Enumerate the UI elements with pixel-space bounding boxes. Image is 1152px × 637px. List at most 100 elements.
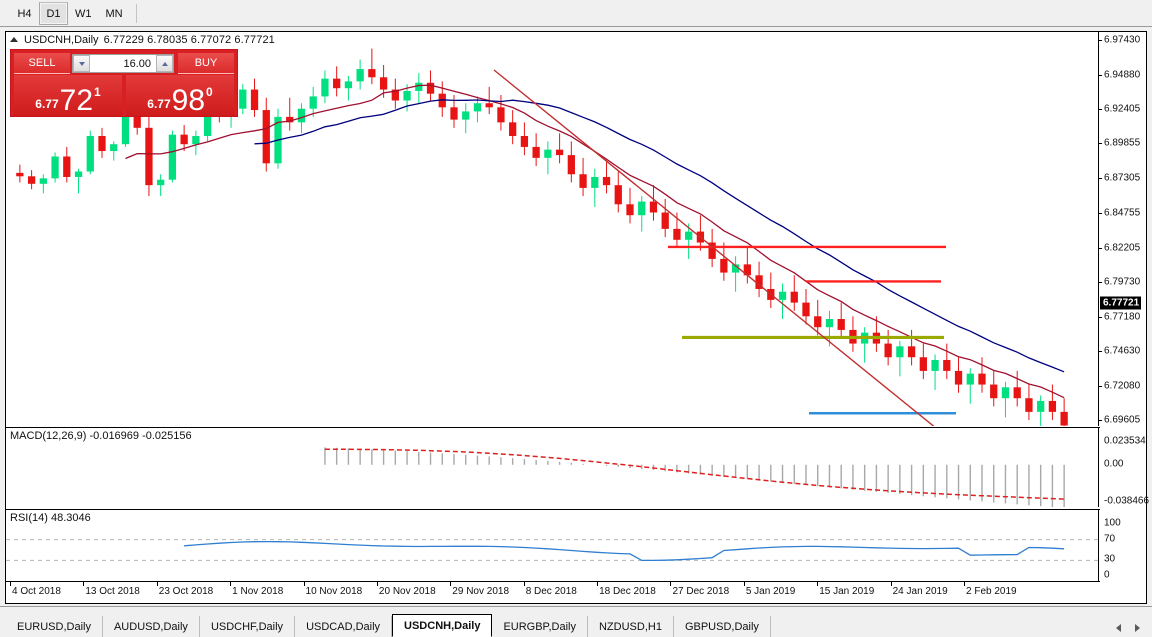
time-tick — [10, 582, 11, 586]
time-tick — [376, 582, 378, 586]
timeframe-mn[interactable]: MN — [105, 7, 123, 20]
timeframe-h4[interactable]: H4 — [17, 7, 32, 20]
macd-tick-label: 0.023534 — [1104, 435, 1146, 447]
price-tick — [1099, 247, 1102, 249]
buy-price-block[interactable]: 6.77 98 0 — [126, 75, 234, 116]
price-tick — [1099, 213, 1102, 215]
macd-plot — [324, 447, 1065, 507]
chart-symbol-label: USDCNH,Daily — [24, 33, 99, 46]
time-tick-label: 10 Nov 2018 — [305, 586, 363, 597]
macd-histogram — [324, 447, 1065, 507]
price-tick-label: 6.84755 — [1104, 207, 1141, 219]
trade-controls-row: SELL 16.00 BUY — [11, 50, 237, 75]
macd-pane[interactable]: MACD(12,26,9) -0.016969 -0.025156 — [6, 427, 1100, 507]
price-tick-label: 6.89855 — [1104, 137, 1141, 149]
chart-tab-audusd[interactable]: AUDUSD,Daily — [103, 616, 200, 637]
price-tick-label: 6.79730 — [1104, 276, 1141, 288]
price-tick-label: 6.74630 — [1104, 345, 1141, 357]
price-tick-label: 6.92405 — [1104, 103, 1141, 115]
toolbar-separator — [135, 4, 137, 23]
sell-price-block[interactable]: 6.77 72 1 — [14, 75, 122, 116]
tab-scroll-controls — [1116, 624, 1152, 637]
time-tick — [743, 582, 745, 586]
rsi-tick-label: 100 — [1104, 517, 1121, 529]
price-tick — [1099, 386, 1102, 388]
triangle-left-icon[interactable] — [1116, 624, 1121, 632]
time-tick-label: 2 Feb 2019 — [966, 586, 1017, 597]
time-tick-label: 8 Dec 2018 — [525, 586, 577, 597]
sell-button[interactable]: SELL — [14, 53, 70, 74]
chart-tab-eurgbp[interactable]: EURGBP,Daily — [492, 616, 588, 637]
top-toolbar: H4 D1 W1 MN — [0, 0, 1152, 27]
one-click-trading-panel[interactable]: SELL 16.00 BUY 6.77 72 1 — [10, 49, 238, 117]
rsi-pane[interactable]: RSI(14) 48.3046 — [6, 509, 1100, 581]
macd-tick-label: 0.00 — [1104, 458, 1124, 470]
time-tick — [156, 582, 158, 586]
time-tick-label: 27 Dec 2018 — [672, 586, 730, 597]
moving-average-slow — [254, 99, 1065, 373]
timeframe-button-group: H4 D1 W1 MN — [0, 2, 141, 25]
chart-tab-gbpusd[interactable]: GBPUSD,Daily — [674, 616, 771, 637]
price-tick — [1099, 316, 1102, 318]
volume-increase-button[interactable] — [156, 55, 173, 72]
price-tick-label: 6.94880 — [1104, 69, 1141, 81]
macd-tick-label: -0.038466 — [1104, 495, 1150, 507]
buy-price-big: 98 — [171, 84, 206, 117]
price-pane[interactable] — [6, 32, 1100, 426]
macd-name: MACD(12,26,9) — [10, 430, 87, 442]
chart-header: USDCNH,Daily 6.77229 6.78035 6.77072 6.7… — [10, 32, 275, 47]
collapse-triangle-icon[interactable] — [10, 37, 18, 42]
macd-axis: 0.023534 0.00 -0.038466 — [1098, 427, 1150, 507]
price-tick-label: 6.87305 — [1104, 172, 1141, 184]
time-tick — [523, 582, 525, 586]
rsi-tick-label: 0 — [1104, 569, 1110, 581]
macd-signal-line — [324, 448, 1065, 500]
rsi-tick-label: 70 — [1104, 533, 1116, 545]
chart-tab-usdcnh[interactable]: USDCNH,Daily — [392, 614, 493, 637]
chart-tab-usdchf[interactable]: USDCHF,Daily — [200, 616, 296, 637]
macd-value-main: -0.016969 — [89, 430, 140, 442]
price-tick-label: 6.97430 — [1104, 34, 1141, 46]
time-tick — [890, 582, 892, 586]
volume-decrease-button[interactable] — [73, 55, 90, 72]
triangle-right-icon[interactable] — [1135, 624, 1140, 632]
price-tick — [1099, 74, 1102, 76]
price-tick — [1099, 351, 1102, 353]
chart-tab-usdcad[interactable]: USDCAD,Daily — [295, 616, 393, 637]
time-tick — [83, 582, 85, 586]
chart-tab-nzdusd[interactable]: NZDUSD,H1 — [588, 616, 674, 637]
time-tick — [597, 582, 599, 586]
sell-price-big: 72 — [59, 84, 94, 117]
chart-window[interactable]: USDCNH,Daily 6.77229 6.78035 6.77072 6.7… — [5, 31, 1150, 604]
price-tick-label: 6.82205 — [1104, 242, 1141, 254]
current-price-tag: 6.77721 — [1100, 296, 1142, 310]
time-tick — [303, 582, 305, 586]
rsi-axis: 100 70 30 0 — [1098, 509, 1146, 581]
caret-down-icon — [78, 61, 85, 66]
time-tick — [450, 582, 452, 586]
time-axis[interactable]: 4 Oct 2018 13 Oct 2018 23 Oct 2018 1 Nov 20… — [6, 581, 1100, 603]
volume-stepper[interactable]: 16.00 — [72, 54, 174, 73]
buy-button[interactable]: BUY — [178, 53, 234, 74]
rsi-label-row: RSI(14) 48.3046 — [10, 512, 91, 524]
price-axis[interactable]: 6.97430 6.94880 6.92405 6.89855 6.87305 6.847… — [1098, 32, 1146, 426]
timeframe-w1[interactable]: W1 — [75, 7, 92, 20]
chart-tab-eurusd[interactable]: EURUSD,Daily — [6, 616, 103, 637]
time-tick-label: 24 Jan 2019 — [892, 586, 948, 597]
candle-group — [16, 48, 1068, 426]
sell-price-prefix: 6.77 — [35, 97, 59, 111]
buy-price-fraction: 0 — [206, 85, 213, 99]
timeframe-d1[interactable]: D1 — [39, 2, 68, 25]
caret-up-icon — [161, 61, 168, 66]
price-tick — [1099, 281, 1102, 283]
price-tick — [1099, 420, 1102, 421]
time-tick-label: 5 Jan 2019 — [745, 586, 796, 597]
chart-tab-bar: EURUSD,Daily AUDUSD,Daily USDCHF,Daily USDC… — [0, 606, 1152, 637]
chart-tabs: EURUSD,Daily AUDUSD,Daily USDCHF,Daily USDC… — [0, 613, 1116, 637]
macd-value-signal: -0.025156 — [142, 430, 192, 442]
macd-label-row: MACD(12,26,9) -0.016969 -0.025156 — [10, 430, 192, 442]
volume-input[interactable]: 16.00 — [90, 55, 156, 72]
time-tick-label: 23 Oct 2018 — [158, 586, 214, 597]
price-tick-label: 6.77180 — [1104, 311, 1141, 323]
